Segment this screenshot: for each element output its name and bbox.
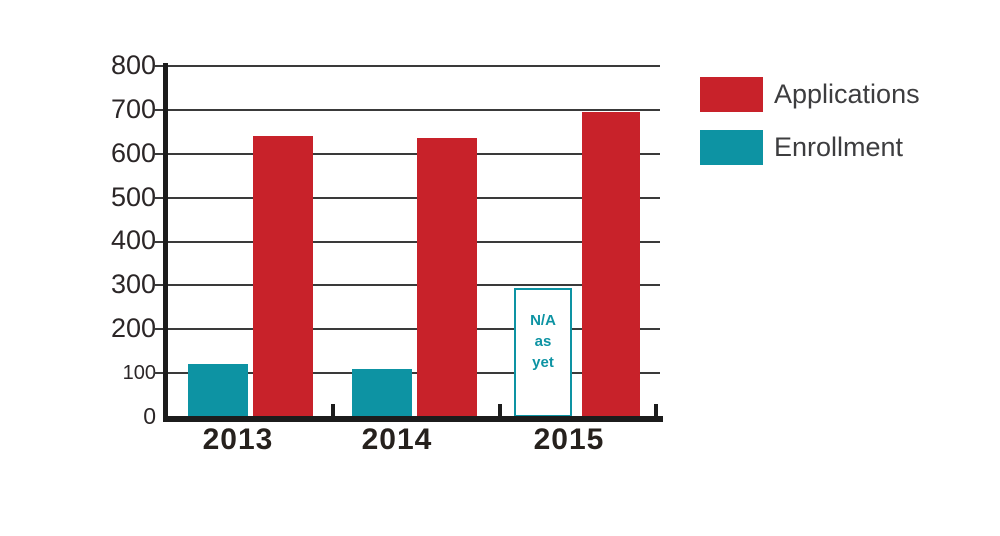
na-annotation-box: N/A as yet bbox=[514, 288, 572, 417]
gridline-700 bbox=[168, 108, 660, 111]
legend-label-applications: Applications bbox=[774, 79, 920, 109]
x-axis-separator-tick-2 bbox=[498, 404, 502, 417]
plot-area: N/A as yet bbox=[154, 63, 663, 422]
gridline-200 bbox=[168, 328, 660, 331]
x-axis-separator-tick-3 bbox=[654, 404, 658, 417]
gridline-800 bbox=[168, 65, 660, 67]
y-axis-label-300: 300 bbox=[110, 269, 156, 299]
legend-item-enrollment: Enrollment bbox=[700, 130, 920, 165]
y-axis-tick-100 bbox=[154, 372, 163, 375]
applications-swatch bbox=[700, 77, 763, 112]
applications-bar-2015 bbox=[582, 112, 640, 417]
gridline-100 bbox=[168, 372, 660, 375]
y-axis-label-500: 500 bbox=[110, 182, 156, 212]
gridline-400 bbox=[168, 240, 660, 243]
legend-label-enrollment: Enrollment bbox=[774, 132, 904, 162]
gridline-300 bbox=[168, 284, 660, 287]
enrollment-bar-2014 bbox=[352, 369, 412, 417]
y-axis-label-400: 400 bbox=[110, 225, 156, 255]
y-axis-label-100: 100 bbox=[122, 362, 156, 384]
enrollment-swatch bbox=[700, 130, 763, 165]
y-axis-label-800: 800 bbox=[110, 50, 156, 80]
x-axis-label-2014: 2014 bbox=[361, 423, 433, 456]
legend: Applications Enrollment bbox=[700, 77, 920, 183]
y-axis-label-600: 600 bbox=[110, 138, 156, 168]
x-axis-line bbox=[163, 416, 663, 422]
gridline-500 bbox=[168, 196, 660, 199]
y-axis-line bbox=[163, 63, 168, 418]
x-axis-label-2013: 2013 bbox=[202, 423, 274, 456]
y-axis-tick-800 bbox=[154, 65, 163, 67]
y-axis-tick-500 bbox=[154, 196, 163, 199]
y-axis-label-200: 200 bbox=[110, 313, 156, 343]
legend-item-applications: Applications bbox=[700, 77, 920, 112]
x-axis-separator-tick-1 bbox=[331, 404, 335, 417]
gridline-600 bbox=[168, 152, 660, 155]
y-axis-tick-600 bbox=[154, 152, 163, 155]
y-axis-tick-400 bbox=[154, 240, 163, 243]
x-axis-label-2015: 2015 bbox=[533, 423, 605, 456]
y-axis-label-0: 0 bbox=[143, 403, 156, 429]
applications-bar-2013 bbox=[253, 136, 313, 417]
enrollment-bar-2013 bbox=[188, 364, 248, 417]
applications-bar-2014 bbox=[417, 138, 477, 417]
y-axis-label-700: 700 bbox=[110, 94, 156, 124]
y-axis-tick-300 bbox=[154, 284, 163, 287]
y-axis-tick-200 bbox=[154, 328, 163, 331]
y-axis-tick-700 bbox=[154, 108, 163, 111]
